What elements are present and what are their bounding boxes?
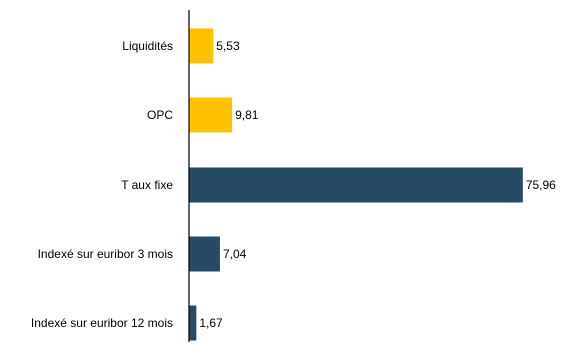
- value-label-2: 9,81: [235, 108, 259, 122]
- category-label-3: T aux fixe: [121, 178, 173, 192]
- category-label-2: OPC: [147, 108, 173, 122]
- value-label-3: 75,96: [526, 178, 556, 192]
- bar-1: [189, 28, 214, 64]
- bars-group: [189, 28, 523, 341]
- bar-3: [189, 167, 523, 203]
- bar-5: [189, 305, 197, 341]
- category-label-4: Indexé sur euribor 3 mois: [38, 247, 173, 261]
- value-label-5: 1,67: [199, 316, 223, 330]
- value-label-1: 5,53: [216, 39, 240, 53]
- value-label-4: 7,04: [223, 247, 247, 261]
- category-label-5: Indexé sur euribor 12 mois: [31, 316, 173, 330]
- bar-2: [189, 97, 233, 133]
- bar-4: [189, 236, 220, 272]
- labels-group: Liquidités 5,53 OPC 9,81 T aux fixe 75,96 Inde…: [31, 39, 556, 330]
- category-label-1: Liquidités: [122, 39, 173, 53]
